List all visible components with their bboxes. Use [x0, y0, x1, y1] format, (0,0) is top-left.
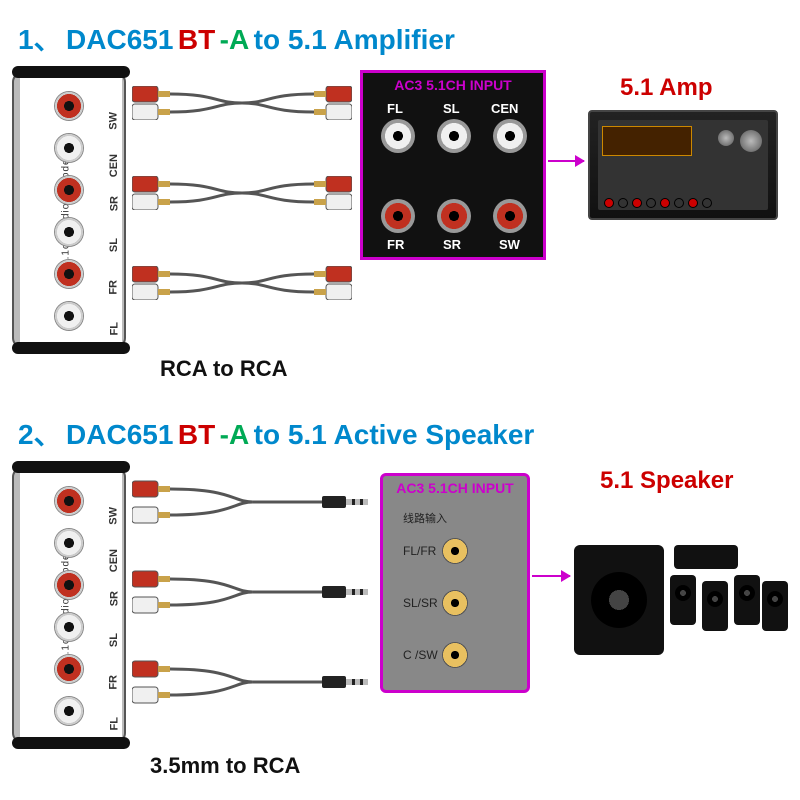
trs-jack	[442, 642, 468, 668]
rca-rca-cable	[132, 86, 352, 120]
spk-line-in: 线路输入	[403, 510, 447, 526]
trs-label: FL/FR	[403, 544, 436, 558]
amp-input-panel: AC3 5.1CH INPUT FL SL CEN FR SR SW	[360, 70, 546, 260]
dac-device-1: 5.1ch Audio Decoder SW CEN SR SL FR FL	[12, 72, 126, 348]
rca-jack-sw	[55, 92, 83, 120]
heading-num: 1、	[18, 24, 62, 55]
panel-jack-cen	[493, 119, 527, 153]
heading-model: DAC651	[66, 24, 173, 55]
amp-label: 5.1 Amp	[620, 74, 712, 102]
panel-label: SR	[443, 237, 461, 252]
speaker-input-panel: AC3 5.1CH INPUT 线路输入 FL/FR SL/SR C /SW	[380, 473, 530, 693]
dac-device-2: 5.1ch Audio Decoder SW CEN SR SL FR FL	[12, 467, 126, 743]
rca-jack-cen	[55, 529, 83, 557]
jack-label: FR	[108, 675, 120, 690]
subwoofer	[574, 545, 664, 655]
jack-label: CEN	[108, 154, 120, 177]
dac-side-text: 5.1ch Audio Decoder	[60, 154, 71, 266]
speaker-label: 5.1 Speaker	[600, 467, 733, 495]
panel-jack-fr	[381, 199, 415, 233]
jack-label: FR	[108, 280, 120, 295]
jack-label: SR	[108, 196, 120, 211]
center-speaker	[674, 545, 738, 569]
panel-label: FL	[387, 101, 403, 116]
heading-rest: to 5.1 Amplifier	[254, 24, 455, 55]
rca-jack-sr	[55, 176, 83, 204]
jack-label: FL	[108, 717, 120, 730]
rca-jack-fl	[55, 697, 83, 725]
heading-1: 1、 DAC651 BT -A to 5.1 Amplifier	[0, 0, 800, 66]
rca-jack-sw	[55, 487, 83, 515]
amplifier	[588, 110, 778, 220]
rca-jack-cen	[55, 134, 83, 162]
rca-rca-cable	[132, 266, 352, 300]
panel-jack-sl	[437, 119, 471, 153]
sat-speaker	[702, 581, 728, 631]
sat-speaker	[670, 575, 696, 625]
panel-jack-fl	[381, 119, 415, 153]
trs-rca-cable	[132, 477, 372, 527]
panel-jack-sr	[437, 199, 471, 233]
heading-2: 2、 DAC651 BT -A to 5.1 Active Speaker	[0, 395, 800, 461]
caption-trs: 3.5mm to RCA	[150, 753, 300, 779]
rca-jack-fr	[55, 260, 83, 288]
dac-side-text-2: 5.1ch Audio Decoder	[60, 549, 71, 661]
arrow-to-amp	[548, 160, 584, 162]
section-amplifier: 1、 DAC651 BT -A to 5.1 Amplifier 5.1ch A…	[0, 0, 800, 395]
trs-rca-cable	[132, 567, 372, 617]
trs-jack	[442, 590, 468, 616]
rca-rca-cable	[132, 176, 352, 210]
trs-label: C /SW	[403, 648, 438, 662]
spk-panel-header: AC3 5.1CH INPUT	[383, 480, 527, 496]
jack-label: SL	[108, 238, 120, 252]
rca-jack-sr	[55, 571, 83, 599]
speaker-system	[574, 505, 784, 665]
rca-jack-fr	[55, 655, 83, 683]
panel-label: SW	[499, 237, 520, 252]
panel-header: AC3 5.1CH INPUT	[363, 77, 543, 93]
jack-label: SR	[108, 591, 120, 606]
section-speaker: 2、 DAC651 BT -A to 5.1 Active Speaker 5.…	[0, 395, 800, 800]
jack-label: CEN	[108, 549, 120, 572]
jack-label: SL	[108, 633, 120, 647]
rca-jack-sl	[55, 218, 83, 246]
trs-label: SL/SR	[403, 596, 438, 610]
sat-speaker	[762, 581, 788, 631]
rca-jack-fl	[55, 302, 83, 330]
trs-jack	[442, 538, 468, 564]
caption-rca: RCA to RCA	[160, 356, 288, 382]
jack-label: SW	[108, 112, 120, 130]
trs-rca-cable	[132, 657, 372, 707]
panel-label: FR	[387, 237, 404, 252]
heading-dash: -A	[220, 24, 250, 55]
sat-speaker	[734, 575, 760, 625]
panel-label: SL	[443, 101, 460, 116]
arrow-to-speaker	[532, 575, 570, 577]
panel-label: CEN	[491, 101, 518, 116]
heading-bt: BT	[178, 24, 215, 55]
rca-jack-sl	[55, 613, 83, 641]
panel-jack-sw	[493, 199, 527, 233]
jack-label: FL	[108, 322, 120, 335]
jack-label: SW	[108, 507, 120, 525]
